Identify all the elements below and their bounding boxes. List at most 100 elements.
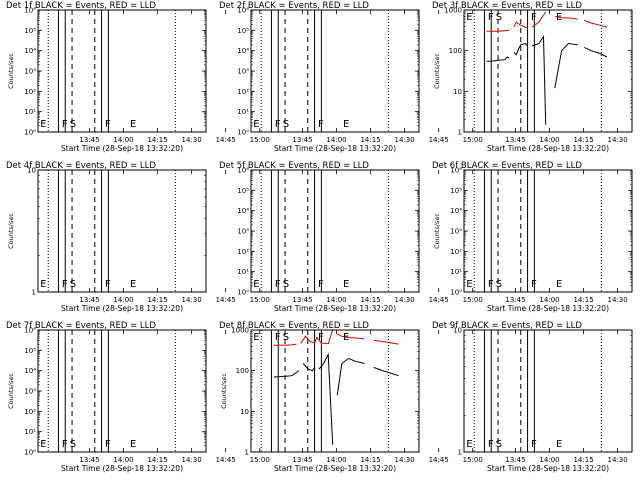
x-tick-label: 14:00 (539, 296, 559, 304)
marker-e: E (556, 279, 562, 290)
x-tick-label: 13:45 (79, 296, 99, 304)
marker-e: E (556, 12, 562, 23)
y-tick-label: 10¹ (237, 268, 249, 276)
y-tick-label: 10⁴ (450, 207, 462, 215)
x-axis-label: Start Time (28-Sep-18 13:32:20) (274, 304, 396, 313)
marker-e: E (253, 279, 259, 290)
panel-title: Det 3f BLACK = Events, RED = LLD (432, 1, 582, 11)
lld-rate-line (273, 329, 399, 346)
plot-frame (463, 329, 633, 453)
x-tick-label: 14:45 (429, 456, 449, 464)
x-tick-label: 13:45 (505, 456, 525, 464)
panel-title: Det 6f BLACK = Events, RED = LLD (432, 161, 582, 171)
events-rate-line (486, 35, 608, 125)
y-tick-label: 1000 (231, 327, 249, 335)
marker-s: S (70, 279, 76, 290)
plot-frame (37, 9, 207, 133)
x-tick-label: 14:30 (182, 136, 202, 144)
y-tick-label: 10⁶ (237, 7, 249, 15)
x-tick-label: 14:00 (113, 136, 133, 144)
plot-frame (250, 169, 420, 293)
y-tick-label: 1 (245, 449, 249, 457)
x-tick-label: 14:30 (182, 456, 202, 464)
plot-frame (37, 169, 207, 293)
panel-title: Det 9f BLACK = Events, RED = LLD (432, 321, 582, 331)
x-tick-label: 13:45 (505, 136, 525, 144)
marker-e: E (466, 12, 472, 23)
x-axis-label: Start Time (28-Sep-18 13:32:20) (487, 304, 609, 313)
panel-det-4: Det 4f BLACK = Events, RED = LLD Counts/s… (6, 161, 270, 313)
x-tick-label: 13:45 (505, 296, 525, 304)
y-tick-label: 10⁴ (237, 207, 249, 215)
y-tick-label: 100 (449, 47, 462, 55)
y-tick-label: 10² (24, 88, 36, 96)
y-tick-label: 10 (453, 88, 462, 96)
y-axis-label: Counts/sec (7, 213, 15, 249)
y-tick-label: 1 (458, 129, 462, 137)
x-tick-label: 14:00 (539, 136, 559, 144)
y-tick-label: 10³ (450, 228, 462, 236)
y-tick-label: 10¹ (24, 428, 36, 436)
x-tick-label: 14:30 (182, 296, 202, 304)
y-tick-label: 10³ (24, 68, 36, 76)
x-tick-label: 14:15 (573, 296, 593, 304)
marker-f: F (531, 12, 537, 23)
marker-s: S (496, 12, 502, 23)
x-axis-label: Start Time (28-Sep-18 13:32:20) (274, 144, 396, 153)
x-axis-label: Start Time (28-Sep-18 13:32:20) (61, 144, 183, 153)
y-axis-label: Counts/sec (433, 213, 441, 249)
x-axis-label: Start Time (28-Sep-18 13:32:20) (487, 144, 609, 153)
plot-frame (463, 169, 633, 293)
x-tick-label: 14:30 (608, 136, 628, 144)
marker-s: S (70, 439, 76, 450)
x-tick-label: 13:45 (292, 456, 312, 464)
x-tick-label: 14:15 (147, 136, 167, 144)
y-tick-label: 10⁵ (450, 187, 462, 195)
y-tick-label: 10⁴ (24, 367, 36, 375)
panel-det-7: Det 7f BLACK = Events, RED = LLD Counts/s… (6, 321, 270, 473)
marker-f: F (105, 119, 111, 130)
marker-s: S (283, 119, 289, 130)
y-axis-label: Counts/sec (433, 53, 441, 89)
panel-title: Det 7f BLACK = Events, RED = LLD (6, 321, 156, 331)
marker-e: E (343, 119, 349, 130)
marker-e: E (556, 439, 562, 450)
x-axis-label: Start Time (28-Sep-18 13:32:20) (487, 464, 609, 473)
marker-e: E (40, 439, 46, 450)
panel-title: Det 4f BLACK = Events, RED = LLD (6, 161, 156, 171)
x-tick-label: 14:30 (395, 136, 415, 144)
y-tick-label: 10⁵ (24, 27, 36, 35)
plot-frame (250, 9, 420, 133)
y-tick-label: 10² (24, 408, 36, 416)
x-tick-label: 14:30 (395, 456, 415, 464)
x-tick-label: 14:30 (395, 296, 415, 304)
marker-f: F (531, 279, 537, 290)
marker-s: S (283, 279, 289, 290)
plot-frame (37, 329, 207, 453)
x-tick-label: 15:00 (463, 456, 483, 464)
events-rate-line (273, 352, 399, 445)
x-tick-label: 13:45 (292, 136, 312, 144)
y-tick-label: 10¹ (450, 268, 462, 276)
x-tick-label: 15:00 (463, 296, 483, 304)
y-tick-label: 10³ (237, 68, 249, 76)
x-tick-label: 14:15 (573, 136, 593, 144)
marker-f: F (488, 12, 494, 23)
y-tick-label: 10 (27, 167, 36, 175)
x-tick-label: 15:00 (250, 296, 270, 304)
marker-e: E (40, 119, 46, 130)
panel-title: Det 5f BLACK = Events, RED = LLD (219, 161, 369, 171)
y-axis-label: Counts/sec (220, 373, 228, 409)
y-tick-label: 1 (32, 289, 36, 297)
plot-frame (463, 9, 633, 133)
x-tick-label: 14:15 (147, 456, 167, 464)
x-tick-label: 14:45 (216, 456, 236, 464)
y-tick-label: 10² (237, 88, 249, 96)
x-tick-label: 14:15 (573, 456, 593, 464)
x-tick-label: 14:45 (216, 136, 236, 144)
y-tick-label: 100 (236, 367, 249, 375)
marker-f: F (62, 439, 68, 450)
panel-det-9: Det 9f BLACK = Events, RED = LLD 1 10 13:45… (432, 321, 633, 473)
panel-title: Det 8f BLACK = Events, RED = LLD (219, 321, 369, 331)
marker-f: F (105, 279, 111, 290)
